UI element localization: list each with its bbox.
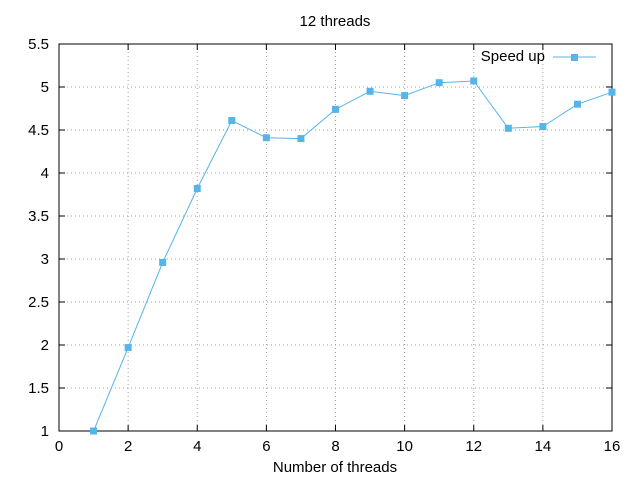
y-tick-label: 5 (41, 79, 49, 96)
x-tick-label: 10 (396, 438, 413, 455)
y-tick-label: 4 (41, 165, 49, 182)
series-layer (90, 77, 616, 435)
data-point (401, 92, 409, 100)
data-point (262, 134, 270, 142)
x-tick-label: 4 (193, 438, 201, 455)
data-point (297, 135, 305, 143)
data-point (573, 100, 581, 108)
x-tick-label: 8 (331, 438, 339, 455)
x-tick-label: 12 (465, 438, 482, 455)
data-point (159, 258, 167, 266)
data-point (608, 88, 616, 96)
data-point (228, 117, 236, 125)
chart-title: 12 threads (300, 13, 371, 30)
y-tick-label: 2.5 (28, 294, 49, 311)
series-line-speed-up (93, 80, 613, 432)
x-tick-label: 6 (262, 438, 270, 455)
data-point (193, 184, 201, 192)
x-tick-label: 2 (124, 438, 132, 455)
data-point (124, 344, 132, 352)
grid-lines (59, 44, 612, 431)
legend-marker-sample (571, 54, 578, 61)
data-point (332, 105, 339, 113)
legend-label-speed-up: Speed up (481, 48, 545, 65)
axis-ticks (58, 43, 613, 432)
data-point (504, 124, 512, 132)
x-tick-label: 14 (535, 438, 552, 455)
data-point (435, 79, 443, 87)
tick-labels: 0 2 4 6 8 10 12 14 16 1 1.5 2 2.5 3 3.5 4 4.5 5 5.5 (28, 36, 620, 455)
y-tick-label: 4.5 (28, 122, 49, 139)
data-point (539, 123, 547, 131)
y-tick-label: 1.5 (28, 380, 49, 397)
data-point (366, 87, 374, 95)
y-tick-label: 3 (41, 251, 49, 268)
y-tick-label: 3.5 (28, 208, 49, 225)
data-point (90, 427, 98, 435)
x-tick-label: 0 (55, 438, 63, 455)
y-tick-label: 5.5 (28, 36, 49, 53)
data-point (470, 77, 478, 85)
x-axis-label: Number of threads (273, 459, 397, 476)
y-tick-label: 2 (41, 337, 49, 354)
y-tick-label: 1 (41, 423, 49, 440)
x-tick-label: 16 (604, 438, 621, 455)
legend: Speed up (481, 48, 596, 65)
